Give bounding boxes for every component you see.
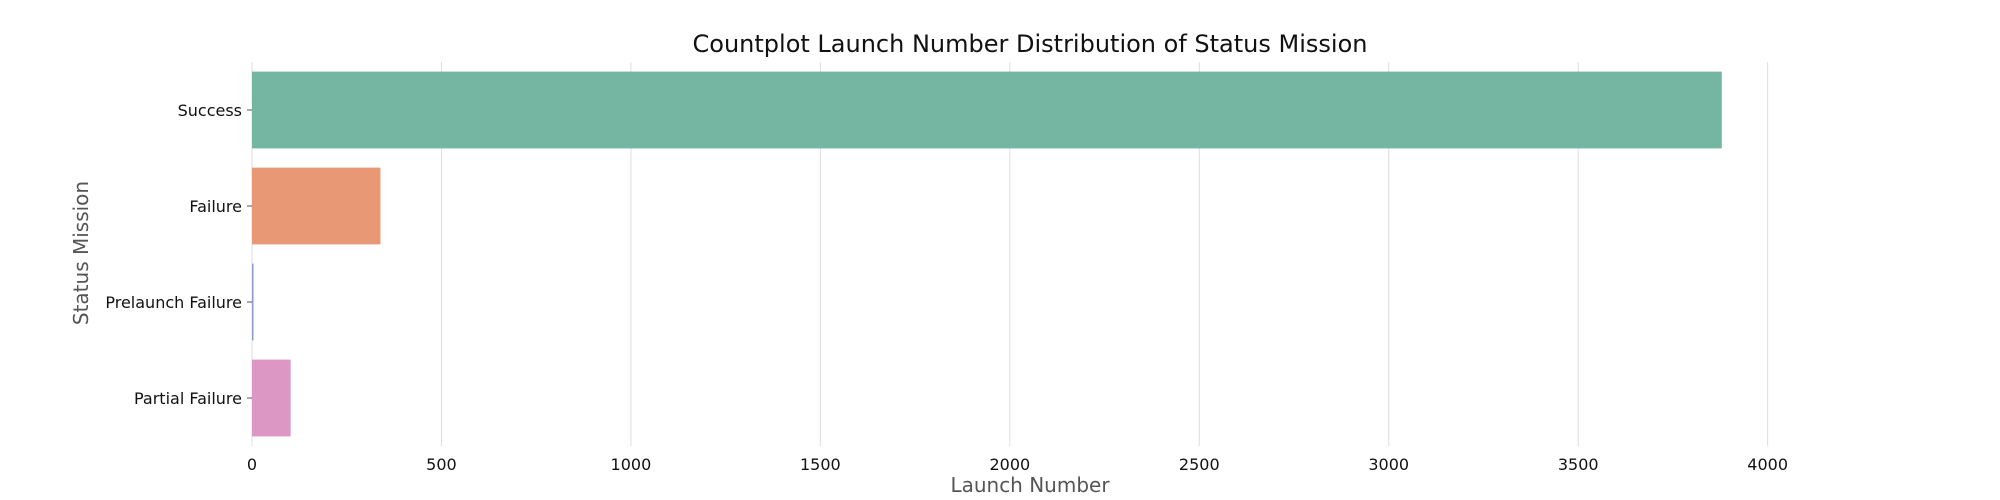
x-tick-label: 2000 xyxy=(989,455,1030,474)
bars xyxy=(252,71,1722,437)
x-axis-label: Launch Number xyxy=(950,473,1110,497)
chart-title: Countplot Launch Number Distribution of … xyxy=(693,30,1368,58)
x-tick-label: 0 xyxy=(247,455,257,474)
y-tick-label: Prelaunch Failure xyxy=(105,293,242,312)
y-axis: Success Failure Prelaunch Failure Partial F… xyxy=(105,101,252,408)
bar-failure xyxy=(252,167,381,245)
x-tick-label: 1000 xyxy=(611,455,652,474)
x-tick-label: 3500 xyxy=(1558,455,1599,474)
bar-partial-failure xyxy=(252,359,291,437)
y-tick-label: Partial Failure xyxy=(134,389,242,408)
y-axis-label: Status Mission xyxy=(69,181,93,325)
x-axis: 0 500 1000 1500 2000 2500 3000 3500 4000 xyxy=(247,455,1788,474)
bar-prelaunch-failure xyxy=(252,263,254,341)
x-tick-label: 1500 xyxy=(800,455,841,474)
bar-success xyxy=(252,71,1722,149)
x-tick-label: 4000 xyxy=(1747,455,1788,474)
y-tick-label: Success xyxy=(178,101,242,120)
x-tick-label: 3000 xyxy=(1368,455,1409,474)
y-tick-label: Failure xyxy=(189,197,242,216)
x-tick-label: 500 xyxy=(426,455,457,474)
x-tick-label: 2500 xyxy=(1179,455,1220,474)
